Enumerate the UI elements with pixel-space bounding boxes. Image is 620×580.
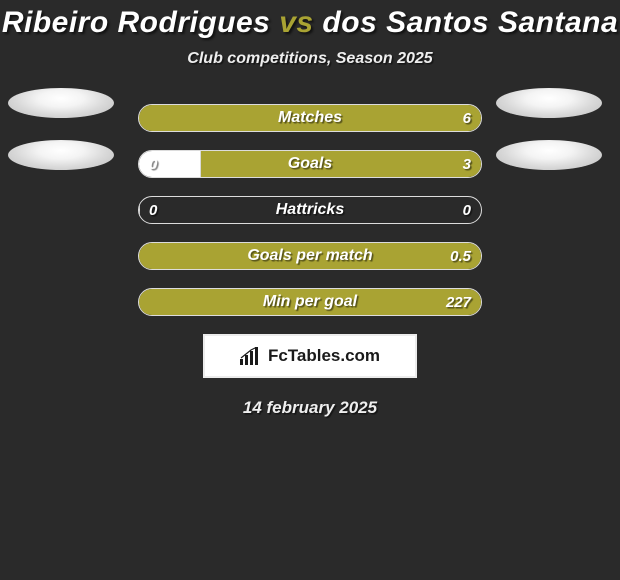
stat-row: 0.5Goals per match: [138, 242, 482, 270]
player-marker-ellipse: [8, 140, 114, 170]
stat-label: Min per goal: [139, 289, 481, 315]
player-marker-ellipse: [8, 88, 114, 118]
comparison-card: Ribeiro Rodrigues vs dos Santos Santana …: [0, 0, 620, 418]
page-title: Ribeiro Rodrigues vs dos Santos Santana: [0, 6, 620, 40]
stat-row: 00Hattricks: [138, 196, 482, 224]
player-marker-ellipse: [496, 140, 602, 170]
brand-box[interactable]: FcTables.com: [203, 334, 417, 378]
stat-label: Goals: [139, 151, 481, 177]
stat-label: Goals per match: [139, 243, 481, 269]
title-player2: dos Santos Santana: [322, 6, 618, 39]
player-marker-ellipse: [496, 88, 602, 118]
title-vs: vs: [279, 6, 313, 39]
title-player1: Ribeiro Rodrigues: [2, 6, 271, 39]
stat-label: Hattricks: [139, 197, 481, 223]
brand-text: FcTables.com: [268, 346, 380, 366]
stat-row: 03Goals: [138, 150, 482, 178]
date-text: 14 february 2025: [0, 398, 620, 418]
brand-inner: FcTables.com: [205, 336, 415, 376]
subtitle: Club competitions, Season 2025: [0, 50, 620, 68]
stat-label: Matches: [139, 105, 481, 131]
stat-row: 6Matches: [138, 104, 482, 132]
stat-row: 227Min per goal: [138, 288, 482, 316]
stats-area: 6Matches 03Goals 00Hattricks 0.5Goals per m…: [0, 104, 620, 316]
brand-chart-icon: [240, 347, 262, 365]
